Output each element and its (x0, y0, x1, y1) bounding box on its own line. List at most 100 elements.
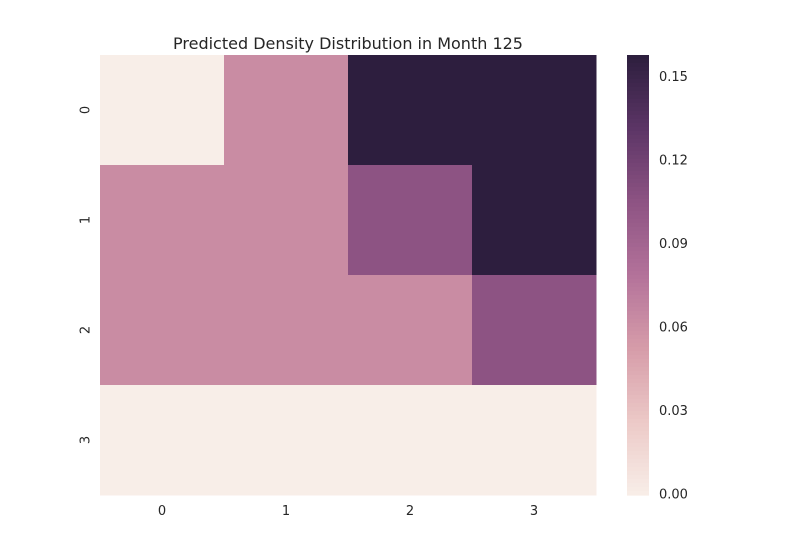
colorbar-segment (627, 463, 649, 468)
colorbar-segment (627, 239, 649, 244)
colorbar-segment (627, 107, 649, 112)
colorbar-segment (627, 259, 649, 264)
colorbar-segment (627, 283, 649, 288)
heatmap-cell-r1-c0 (100, 165, 225, 276)
colorbar-segment (627, 183, 649, 188)
colorbar-segment (627, 447, 649, 452)
colorbar-segment (627, 327, 649, 332)
colorbar-segment (627, 55, 649, 60)
colorbar-segment (627, 311, 649, 316)
colorbar-segment (627, 175, 649, 180)
colorbar-segment (627, 67, 649, 72)
colorbar-tick-label: 0.12 (659, 153, 688, 168)
colorbar-segment (627, 391, 649, 396)
colorbar-segment (627, 231, 649, 236)
colorbar-segment (627, 443, 649, 448)
colorbar-segment (627, 383, 649, 388)
y-axis-ticks: 0 1 2 3 (79, 106, 94, 444)
heatmap-cell-r0-c3 (472, 55, 597, 166)
colorbar-segment (627, 331, 649, 336)
colorbar-segment (627, 219, 649, 224)
colorbar-segment (627, 387, 649, 392)
colorbar-segment (627, 411, 649, 416)
colorbar-segment (627, 131, 649, 136)
colorbar-segment (627, 63, 649, 68)
colorbar-segment (627, 359, 649, 364)
colorbar-segment (627, 215, 649, 220)
heatmap-cell-r1-c3 (472, 165, 597, 276)
colorbar-segment (627, 407, 649, 412)
colorbar-segment (627, 99, 649, 104)
colorbar-segment (627, 363, 649, 368)
colorbar-segment (627, 235, 649, 240)
colorbar-segment (627, 83, 649, 88)
colorbar-segment (627, 351, 649, 356)
colorbar-segment (627, 439, 649, 444)
colorbar-segment (627, 423, 649, 428)
colorbar-segment (627, 375, 649, 380)
colorbar-segment (627, 79, 649, 84)
heatmap-cell-r2-c0 (100, 275, 225, 386)
colorbar-segment (627, 91, 649, 96)
colorbar-segment (627, 223, 649, 228)
heatmap-cell-r2-c1 (224, 275, 349, 386)
colorbar-segment (627, 211, 649, 216)
x-axis-ticks: 0 1 2 3 (158, 504, 538, 519)
colorbar-segment (627, 119, 649, 124)
colorbar-segment (627, 451, 649, 456)
heatmap-cell-r0-c0 (100, 55, 225, 166)
colorbar-segment (627, 147, 649, 152)
colorbar-tick-label: 0.00 (659, 488, 688, 503)
colorbar-segment (627, 151, 649, 156)
colorbar-segment (627, 159, 649, 164)
y-tick-label: 2 (79, 326, 94, 334)
colorbar-segment (627, 459, 649, 464)
colorbar-segment (627, 263, 649, 268)
colorbar-segment (627, 455, 649, 460)
colorbar-segment (627, 339, 649, 344)
colorbar-segment (627, 367, 649, 372)
colorbar-segment (627, 347, 649, 352)
colorbar-segment (627, 163, 649, 168)
colorbar-segment (627, 399, 649, 404)
x-tick-label: 0 (158, 504, 166, 519)
colorbar-segment (627, 191, 649, 196)
y-tick-label: 0 (79, 106, 94, 114)
colorbar-segment (627, 475, 649, 480)
heatmap-cell-r2-c2 (348, 275, 473, 386)
colorbar-segment (627, 287, 649, 292)
colorbar-segment (627, 435, 649, 440)
colorbar-segment (627, 371, 649, 376)
heatmap-cell-r3-c1 (224, 385, 349, 496)
colorbar-segment (627, 295, 649, 300)
colorbar-tick-label: 0.09 (659, 237, 688, 252)
colorbar-segment (627, 299, 649, 304)
chart-title: Predicted Density Distribution in Month … (173, 34, 523, 53)
colorbar-segment (627, 267, 649, 272)
colorbar-segment (627, 207, 649, 212)
colorbar-segment (627, 379, 649, 384)
heatmap-cell-r1-c2 (348, 165, 473, 276)
heatmap-cell-r0-c1 (224, 55, 349, 166)
colorbar-segment (627, 415, 649, 420)
colorbar-segment (627, 271, 649, 276)
heatmap-cell-r3-c0 (100, 385, 225, 496)
colorbar-segment (627, 199, 649, 204)
colorbar-segment (627, 279, 649, 284)
colorbar-segment (627, 227, 649, 232)
colorbar-segment (627, 479, 649, 484)
colorbar-segment (627, 395, 649, 400)
colorbar-segment (627, 179, 649, 184)
colorbar-segment (627, 203, 649, 208)
colorbar-segment (627, 155, 649, 160)
colorbar-segment (627, 487, 649, 492)
colorbar-segment (627, 135, 649, 140)
colorbar-segment (627, 467, 649, 472)
colorbar-segment (627, 243, 649, 248)
colorbar-segment (627, 419, 649, 424)
colorbar-segment (627, 251, 649, 256)
colorbar-segment (627, 75, 649, 80)
colorbar-segment (627, 103, 649, 108)
heatmap-cell-r2-c3 (472, 275, 597, 386)
